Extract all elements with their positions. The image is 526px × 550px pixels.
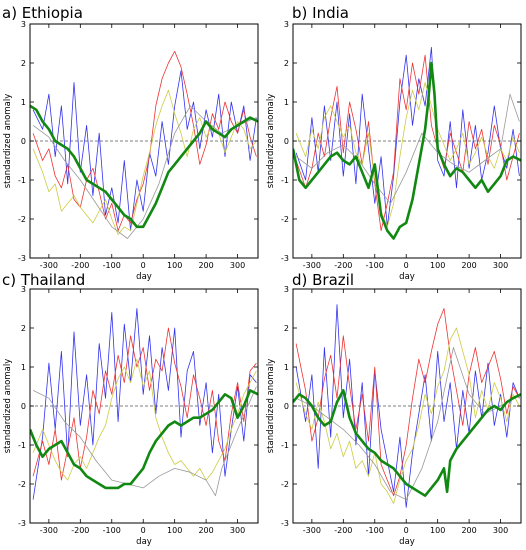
y-tick-label: 1 (284, 363, 289, 372)
plot-area (30, 289, 258, 523)
x-axis-label: day (136, 537, 152, 547)
series-line-gray (295, 93, 520, 204)
x-tick-label: 0 (141, 261, 146, 270)
x-tick-label: -200 (334, 526, 352, 535)
x-axis-label: day (399, 537, 415, 547)
panel-0: a) Ethiopia -300 -200 -100 0 100 200 300 -3 -2 -1 0… (2, 4, 259, 282)
series-line-red (295, 308, 520, 497)
x-tick-label: 100 (167, 526, 182, 535)
series-line-blue (295, 304, 520, 508)
series-line-red (295, 54, 520, 232)
series-line-red (32, 50, 257, 232)
y-tick-label: -1 (18, 441, 26, 450)
x-tick-label: 200 (461, 261, 476, 270)
y-tick-label: -1 (18, 176, 26, 185)
series-line-yellow (295, 82, 520, 228)
panel-title: b) India (292, 4, 349, 22)
series-line-blue (32, 70, 257, 232)
series-line-green (293, 389, 521, 498)
y-tick-label: 1 (284, 98, 289, 107)
x-tick-label: -300 (303, 261, 321, 270)
x-tick-label: -200 (71, 526, 89, 535)
x-tick-label: 300 (493, 261, 508, 270)
x-tick-label: 0 (141, 526, 146, 535)
series-line-yellow (295, 327, 520, 504)
series-line-gray (295, 347, 520, 501)
series-line-green (30, 104, 258, 229)
series-line-gray (32, 386, 257, 497)
x-tick-label: 300 (230, 526, 245, 535)
x-tick-label: -300 (40, 526, 58, 535)
x-tick-label: -200 (71, 261, 89, 270)
x-tick-label: 0 (404, 261, 409, 270)
x-tick-label: 300 (493, 526, 508, 535)
x-tick-label: -100 (103, 261, 121, 270)
y-tick-label: -3 (18, 254, 26, 263)
y-tick-label: 2 (21, 324, 26, 333)
y-tick-label: -1 (281, 176, 289, 185)
x-tick-label: -100 (366, 526, 384, 535)
series-line-yellow (32, 89, 257, 236)
x-tick-label: 200 (461, 526, 476, 535)
y-tick-label: 3 (21, 20, 26, 29)
y-tick-label: -3 (281, 519, 289, 528)
panel-title: d) Brazil (292, 271, 354, 289)
x-tick-label: 100 (430, 261, 445, 270)
panel-title: c) Thailand (2, 271, 85, 289)
x-tick-label: 200 (198, 526, 213, 535)
panel-1: b) India -300 -200 -100 0 100 200 300 -3 -2 -1 0 1 2 3… (266, 4, 522, 282)
y-axis-label: standardized anomaly (266, 359, 276, 454)
series-line-red (32, 327, 257, 481)
x-tick-label: -300 (40, 261, 58, 270)
series-line-green (293, 61, 521, 240)
y-tick-label: -2 (281, 480, 289, 489)
y-tick-label: 2 (21, 59, 26, 68)
y-tick-label: -2 (18, 215, 26, 224)
panel-2: c) Thailand -300 -200 -100 0 100 200 300 -3 -2 -1 0… (2, 271, 259, 547)
x-tick-label: -200 (334, 261, 352, 270)
panel-3: d) Brazil -300 -200 -100 0 100 200 300 -3 -2 -1 0 1 2… (266, 271, 522, 547)
y-axis-label: standardized anomaly (3, 94, 13, 189)
y-tick-label: 1 (21, 363, 26, 372)
y-tick-label: 0 (21, 402, 26, 411)
series-line-gray (32, 105, 257, 239)
y-tick-label: 1 (21, 98, 26, 107)
x-axis-label: day (136, 272, 152, 282)
x-tick-label: -300 (303, 526, 321, 535)
y-tick-label: -2 (18, 480, 26, 489)
x-tick-label: 300 (230, 261, 245, 270)
x-tick-label: 200 (198, 261, 213, 270)
x-axis-label: day (399, 272, 415, 282)
series-line-green (30, 389, 258, 490)
series-line-blue (295, 47, 520, 228)
y-axis-label: standardized anomaly (266, 94, 276, 189)
x-tick-label: 0 (404, 526, 409, 535)
series-line-yellow (32, 358, 257, 481)
x-tick-label: 100 (430, 526, 445, 535)
panel-title: a) Ethiopia (2, 4, 83, 22)
y-tick-label: 2 (284, 59, 289, 68)
y-tick-label: -3 (281, 254, 289, 263)
y-tick-label: 2 (284, 324, 289, 333)
y-tick-label: -3 (18, 519, 26, 528)
x-tick-label: -100 (366, 261, 384, 270)
y-tick-label: 0 (21, 137, 26, 146)
y-tick-label: -1 (281, 441, 289, 450)
x-tick-label: -100 (103, 526, 121, 535)
y-axis-label: standardized anomaly (3, 359, 13, 454)
y-tick-label: -2 (281, 215, 289, 224)
series-line-blue (32, 308, 257, 500)
y-tick-label: 0 (284, 402, 289, 411)
x-tick-label: 100 (167, 261, 182, 270)
y-tick-label: 3 (21, 285, 26, 294)
y-tick-label: 0 (284, 137, 289, 146)
y-tick-label: 3 (284, 20, 289, 29)
y-tick-label: 3 (284, 285, 289, 294)
